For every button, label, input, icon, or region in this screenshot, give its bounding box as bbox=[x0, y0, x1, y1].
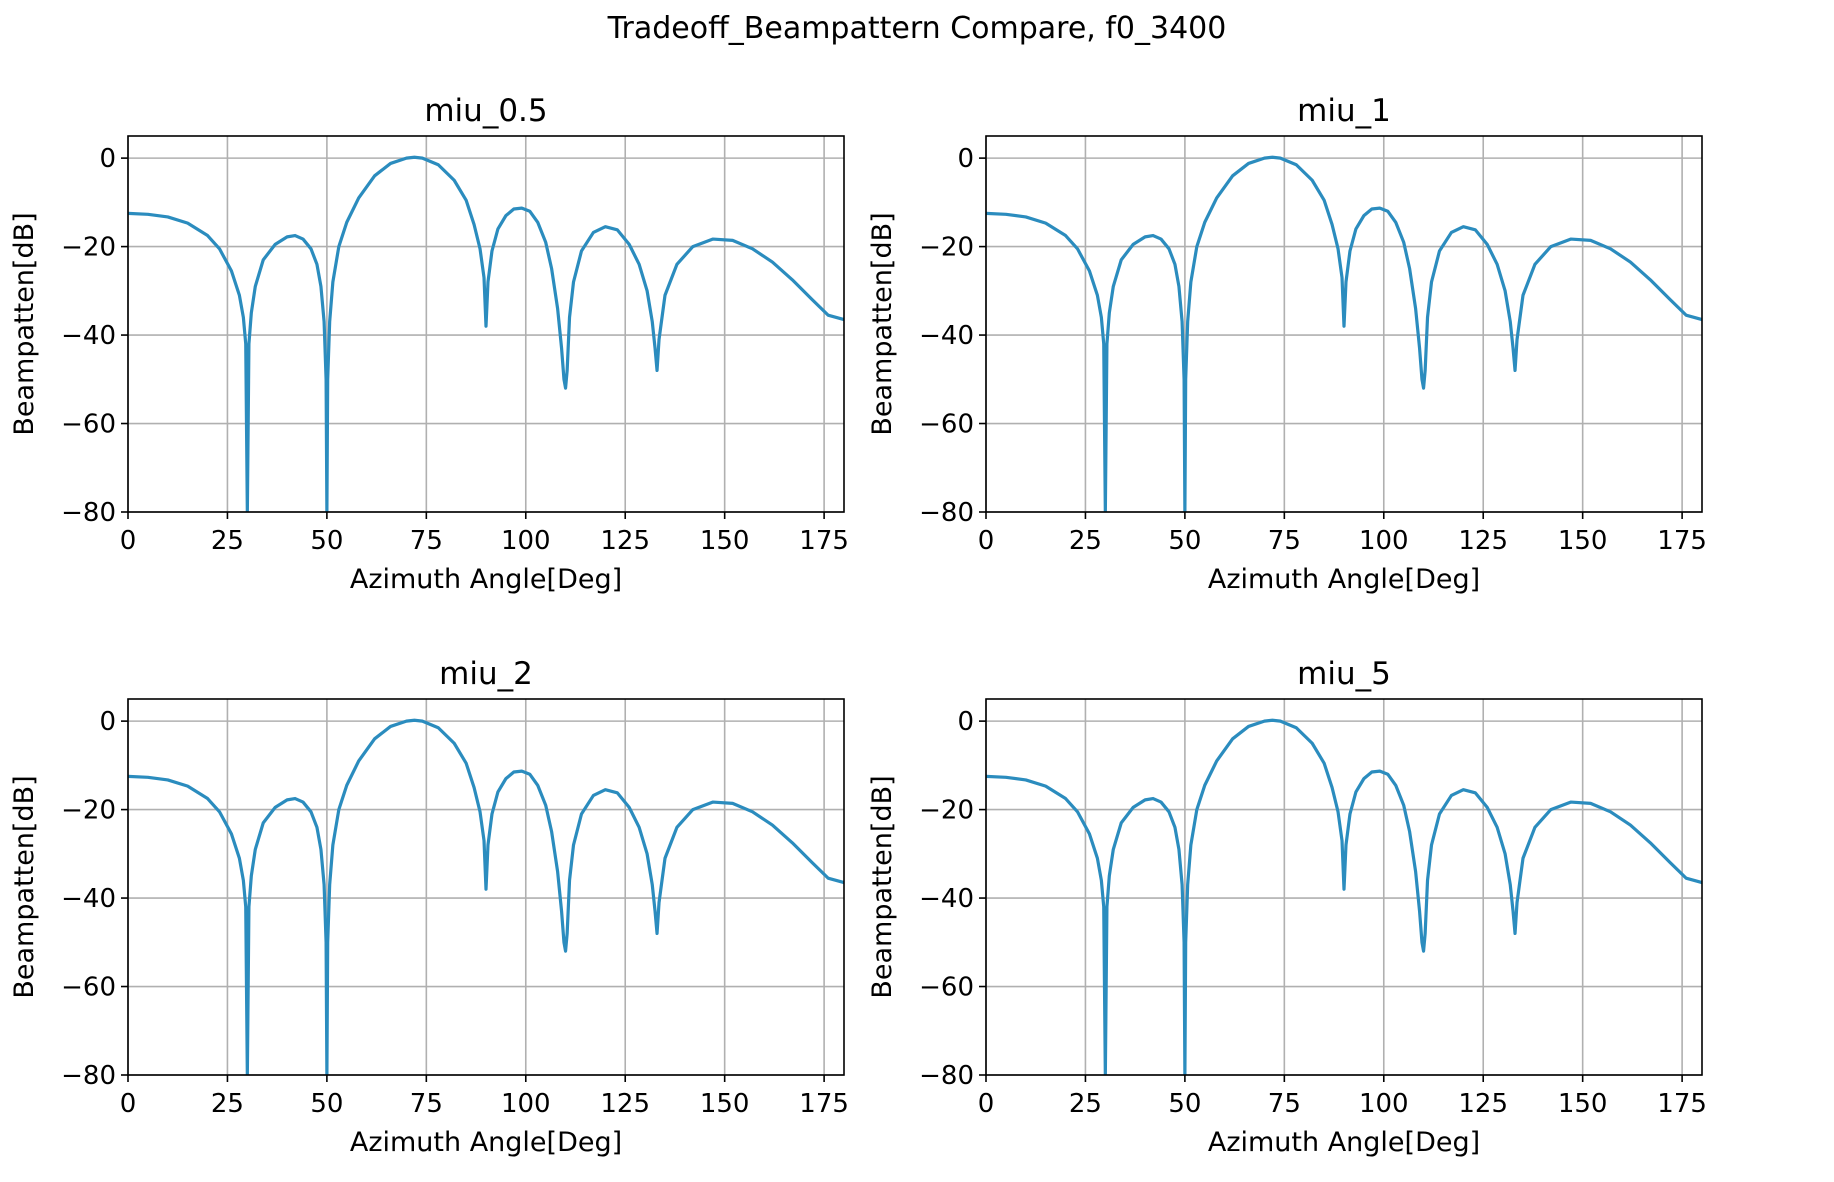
series-line bbox=[128, 718, 844, 1075]
subplot-title: miu_2 bbox=[439, 656, 533, 692]
subplot-4: 0 25 50 75 100 125 150 175 0 −20 −40 −60 −80 miu_5 Azi… bbox=[867, 656, 1707, 1158]
x-tick-label: 25 bbox=[1069, 526, 1102, 556]
y-tick-label: −60 bbox=[61, 410, 116, 440]
series-line bbox=[986, 155, 1702, 512]
x-tick-label: 50 bbox=[310, 526, 343, 556]
subplot-3: 0 25 50 75 100 125 150 175 0 −20 −40 −60 −80 miu_2 Azi… bbox=[9, 656, 849, 1158]
y-axis-label: Beampatten[dB] bbox=[867, 212, 898, 435]
x-tick-label: 25 bbox=[211, 526, 244, 556]
x-tick-label: 75 bbox=[1268, 1089, 1301, 1119]
x-tick-label: 175 bbox=[799, 1089, 849, 1119]
x-tick-label: 125 bbox=[600, 526, 650, 556]
x-tick-label: 150 bbox=[700, 1089, 750, 1119]
x-tick-label: 100 bbox=[501, 526, 551, 556]
y-tick-label: −60 bbox=[61, 973, 116, 1003]
x-axis-label: Azimuth Angle[Deg] bbox=[350, 564, 622, 595]
y-tick-label: 0 bbox=[957, 707, 974, 737]
y-tick-label: −20 bbox=[61, 233, 116, 263]
series-line bbox=[128, 155, 844, 512]
y-tick-label: −40 bbox=[61, 321, 116, 351]
x-tick-label: 0 bbox=[978, 526, 995, 556]
y-tick-label: −60 bbox=[919, 973, 974, 1003]
subplot-title: miu_5 bbox=[1297, 656, 1391, 692]
x-tick-label: 150 bbox=[1558, 526, 1608, 556]
y-tick-label: −80 bbox=[919, 498, 974, 528]
subplot-title: miu_0.5 bbox=[424, 93, 547, 129]
x-tick-label: 0 bbox=[120, 1089, 137, 1119]
y-tick-label: −40 bbox=[919, 321, 974, 351]
x-tick-label: 75 bbox=[1268, 526, 1301, 556]
y-tick-label: −80 bbox=[61, 1061, 116, 1091]
x-tick-label: 175 bbox=[1657, 1089, 1707, 1119]
axes-frame bbox=[127, 698, 845, 1076]
y-tick-label: −40 bbox=[61, 884, 116, 914]
x-tick-label: 25 bbox=[211, 1089, 244, 1119]
x-tick-label: 25 bbox=[1069, 1089, 1102, 1119]
y-tick-label: 0 bbox=[99, 144, 116, 174]
y-tick-label: −60 bbox=[919, 410, 974, 440]
y-axis-label: Beampatten[dB] bbox=[867, 775, 898, 998]
x-tick-label: 100 bbox=[1359, 526, 1409, 556]
x-tick-label: 150 bbox=[700, 526, 750, 556]
x-tick-label: 175 bbox=[1657, 526, 1707, 556]
x-tick-label: 175 bbox=[799, 526, 849, 556]
subplot-1: 0 25 50 75 100 125 150 175 0 −20 −40 −60 −80 miu_0.5 A… bbox=[9, 93, 849, 595]
x-tick-label: 0 bbox=[120, 526, 137, 556]
y-tick-label: −20 bbox=[61, 796, 116, 826]
y-axis-label: Beampatten[dB] bbox=[9, 212, 40, 435]
axes-frame bbox=[985, 698, 1703, 1076]
subplot-title: miu_1 bbox=[1297, 93, 1391, 129]
x-tick-label: 50 bbox=[310, 1089, 343, 1119]
x-tick-label: 125 bbox=[1458, 1089, 1508, 1119]
x-tick-label: 50 bbox=[1168, 526, 1201, 556]
y-tick-label: −40 bbox=[919, 884, 974, 914]
x-tick-label: 125 bbox=[600, 1089, 650, 1119]
x-axis-label: Azimuth Angle[Deg] bbox=[1208, 564, 1480, 595]
x-axis-label: Azimuth Angle[Deg] bbox=[1208, 1127, 1480, 1158]
subplots: 0 25 50 75 100 125 150 175 0 −20 −40 −60 −80 miu_0.5 A… bbox=[9, 93, 1707, 1158]
x-tick-label: 50 bbox=[1168, 1089, 1201, 1119]
y-tick-label: −80 bbox=[61, 498, 116, 528]
x-tick-label: 100 bbox=[501, 1089, 551, 1119]
y-tick-label: 0 bbox=[957, 144, 974, 174]
x-axis-label: Azimuth Angle[Deg] bbox=[350, 1127, 622, 1158]
y-tick-label: −20 bbox=[919, 233, 974, 263]
x-tick-label: 125 bbox=[1458, 526, 1508, 556]
x-tick-label: 0 bbox=[978, 1089, 995, 1119]
y-tick-label: 0 bbox=[99, 707, 116, 737]
y-axis-label: Beampatten[dB] bbox=[9, 775, 40, 998]
y-tick-label: −80 bbox=[919, 1061, 974, 1091]
axes-frame bbox=[985, 135, 1703, 513]
x-tick-label: 150 bbox=[1558, 1089, 1608, 1119]
subplot-2: 0 25 50 75 100 125 150 175 0 −20 −40 −60 −80 miu_1 Azi… bbox=[867, 93, 1707, 595]
x-tick-label: 75 bbox=[410, 526, 443, 556]
x-tick-label: 100 bbox=[1359, 1089, 1409, 1119]
y-tick-label: −20 bbox=[919, 796, 974, 826]
x-tick-label: 75 bbox=[410, 1089, 443, 1119]
axes-frame bbox=[127, 135, 845, 513]
series-line bbox=[986, 718, 1702, 1075]
figure-title: Tradeoff_Beampattern Compare, f0_3400 bbox=[607, 11, 1227, 46]
